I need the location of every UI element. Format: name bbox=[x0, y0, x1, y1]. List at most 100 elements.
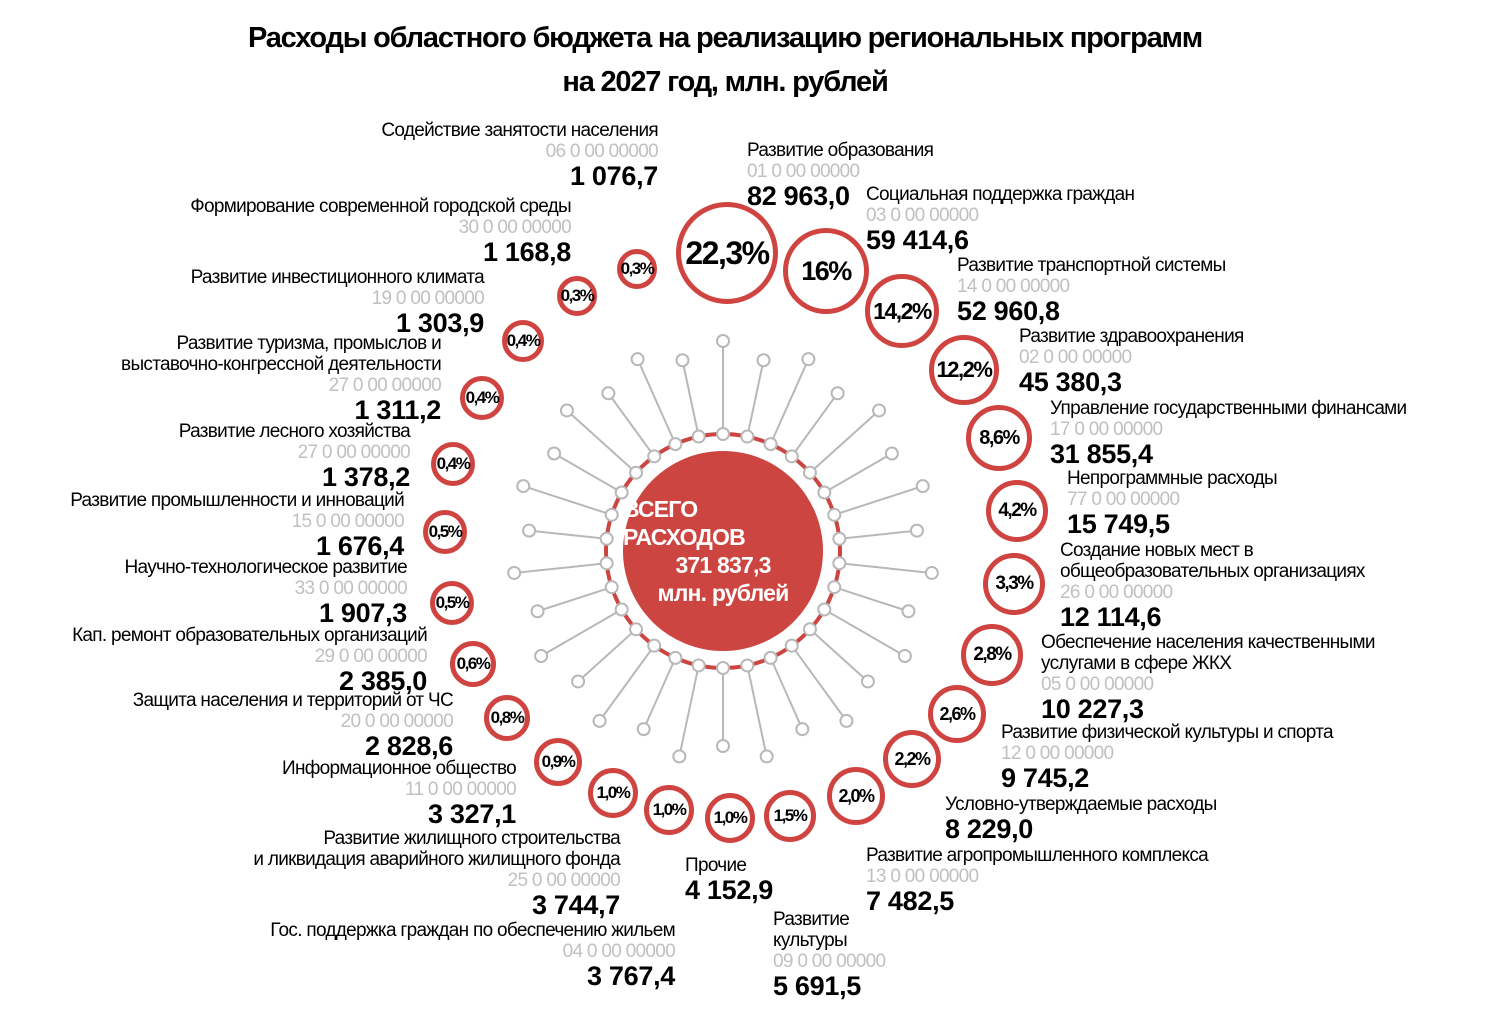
program-value: 12 114,6 bbox=[1060, 602, 1162, 632]
percent-bubble: 14,2% bbox=[865, 274, 939, 348]
program-name: Развитие физической культуры и спорта bbox=[1001, 722, 1334, 743]
program-name: Прочие bbox=[685, 855, 747, 876]
program-name: Научно-технологическое развитие bbox=[124, 557, 408, 578]
program-value: 1 311,2 bbox=[354, 395, 442, 425]
program-value: 5 691,5 bbox=[773, 971, 861, 1001]
spoke bbox=[740, 658, 774, 764]
total-unit: млн. рублей bbox=[657, 580, 790, 606]
program-value: 52 960,8 bbox=[957, 296, 1060, 326]
program-value: 31 855,4 bbox=[1050, 439, 1153, 469]
spoke bbox=[832, 556, 939, 580]
percent-bubble: 0,5% bbox=[423, 510, 467, 554]
program-name: Защита населения и территорий от ЧС bbox=[132, 690, 454, 711]
spoke bbox=[827, 479, 930, 522]
program-value: 3 327,1 bbox=[428, 799, 516, 829]
spoke bbox=[592, 638, 662, 728]
program-code: 77 0 00 00000 bbox=[1067, 489, 1180, 510]
program-code: 27 0 00 00000 bbox=[297, 442, 411, 463]
program-label: Развитие инвестиционного климата 19 0 00 … bbox=[191, 267, 485, 338]
program-value: 1 076,7 bbox=[570, 161, 658, 191]
program-code: 17 0 00 00000 bbox=[1050, 419, 1163, 440]
percent-bubble: 0,4% bbox=[460, 376, 504, 420]
program-label: Содействие занятости населения 06 0 00 00… bbox=[381, 120, 658, 191]
spoke bbox=[716, 661, 730, 753]
spoke bbox=[559, 403, 644, 480]
program-name: Обеспечение населения качественными услу… bbox=[1041, 632, 1375, 674]
program-name: Развитие здравоохранения bbox=[1019, 326, 1244, 347]
percent-bubble: 0,8% bbox=[484, 695, 530, 741]
program-name: Формирование современной городской среды bbox=[190, 196, 571, 217]
program-label: Развитие здравоохранения 02 0 00 00000 45 … bbox=[1019, 326, 1244, 397]
total-label: ВСЕГО РАСХОДОВ bbox=[623, 496, 746, 550]
program-label: Развитие транспортной системы 14 0 00 000… bbox=[957, 255, 1226, 326]
program-value: 9 745,2 bbox=[1001, 763, 1089, 793]
program-label: Развитие туризма, промыслов и выставочно… bbox=[121, 333, 442, 425]
spoke bbox=[784, 386, 845, 464]
program-name: Социальная поддержка граждан bbox=[866, 184, 1135, 205]
program-name: Информационное общество bbox=[282, 758, 517, 779]
program-code: 20 0 00 00000 bbox=[340, 711, 454, 732]
spoke bbox=[817, 602, 912, 663]
program-label: Развитие образования 01 0 00 00000 82 963,… bbox=[747, 140, 934, 211]
percent-bubble: 0,4% bbox=[431, 442, 475, 486]
program-name: Непрограммные расходы bbox=[1067, 468, 1278, 489]
program-label: Научно-технологическое развитие 33 0 00 0… bbox=[124, 557, 408, 628]
spoke bbox=[763, 650, 810, 737]
program-code: 15 0 00 00000 bbox=[291, 511, 405, 532]
program-name: Развитие культуры bbox=[773, 909, 850, 951]
percent-bubble: 16% bbox=[783, 228, 869, 314]
program-code: 33 0 00 00000 bbox=[294, 578, 408, 599]
spoke bbox=[530, 580, 619, 619]
spoke bbox=[763, 352, 816, 452]
program-label: Обеспечение населения качественными услу… bbox=[1041, 632, 1375, 724]
program-value: 8 229,0 bbox=[945, 814, 1033, 844]
spoke bbox=[601, 386, 662, 464]
program-code: 25 0 00 00000 bbox=[507, 870, 621, 891]
program-code: 01 0 00 00000 bbox=[747, 161, 860, 182]
program-label: Гос. поддержка граждан по обеспечению жи… bbox=[270, 920, 675, 991]
percent-bubble: 1,0% bbox=[705, 793, 755, 843]
program-name: Содействие занятости населения bbox=[381, 120, 658, 141]
program-value: 59 414,6 bbox=[866, 225, 969, 255]
program-code: 02 0 00 00000 bbox=[1019, 347, 1132, 368]
percent-bubble: 0,3% bbox=[557, 276, 597, 316]
program-code: 13 0 00 00000 bbox=[866, 866, 979, 887]
spoke bbox=[716, 334, 730, 441]
program-label: Развитие агропромышленного комплекса 13 0… bbox=[866, 845, 1209, 916]
program-value: 2 828,6 bbox=[365, 731, 453, 761]
program-code: 30 0 00 00000 bbox=[458, 217, 572, 238]
spoke bbox=[802, 403, 887, 480]
percent-bubble: 8,6% bbox=[966, 405, 1032, 471]
spoke bbox=[516, 479, 619, 522]
spoke bbox=[802, 622, 875, 689]
program-name: Развитие агропромышленного комплекса bbox=[866, 845, 1209, 866]
spoke bbox=[571, 622, 644, 689]
spoke bbox=[672, 658, 706, 764]
total-circle: ВСЕГО РАСХОДОВ 371 837,3 млн. рублей bbox=[623, 451, 823, 651]
chart-title: Расходы областного бюджета на реализацию… bbox=[247, 22, 1203, 98]
program-name: Развитие туризма, промыслов и выставочно… bbox=[121, 333, 442, 375]
program-value: 4 152,9 bbox=[685, 875, 773, 905]
program-name: Развитие образования bbox=[747, 140, 934, 161]
program-label: Формирование современной городской среды… bbox=[190, 196, 571, 267]
program-label: Условно-утверждаемые расходы 8 229,0 bbox=[945, 794, 1217, 844]
program-name: Управление государственными финансами bbox=[1050, 398, 1407, 419]
percent-bubble: 0,3% bbox=[617, 249, 657, 289]
program-code: 05 0 00 00000 bbox=[1041, 674, 1154, 695]
program-code: 29 0 00 00000 bbox=[314, 646, 428, 667]
program-name: Гос. поддержка граждан по обеспечению жи… bbox=[270, 920, 675, 941]
program-value: 10 227,3 bbox=[1041, 694, 1144, 724]
program-label: Развитие культуры 09 0 00 00000 5 691,5 bbox=[773, 909, 886, 1001]
percent-bubble: 1,5% bbox=[764, 790, 816, 842]
program-value: 1 168,8 bbox=[483, 237, 571, 267]
program-value: 45 380,3 bbox=[1019, 367, 1122, 397]
program-value: 1 676,4 bbox=[316, 531, 404, 561]
program-code: 03 0 00 00000 bbox=[866, 205, 979, 226]
program-value: 3 744,7 bbox=[532, 890, 620, 920]
program-code: 14 0 00 00000 bbox=[957, 276, 1070, 297]
program-name: Развитие жилищного строительства и ликви… bbox=[253, 828, 620, 870]
program-code: 06 0 00 00000 bbox=[545, 141, 659, 162]
program-value: 7 482,5 bbox=[866, 886, 954, 916]
program-label: Создание новых мест в общеобразовательны… bbox=[1060, 540, 1365, 632]
